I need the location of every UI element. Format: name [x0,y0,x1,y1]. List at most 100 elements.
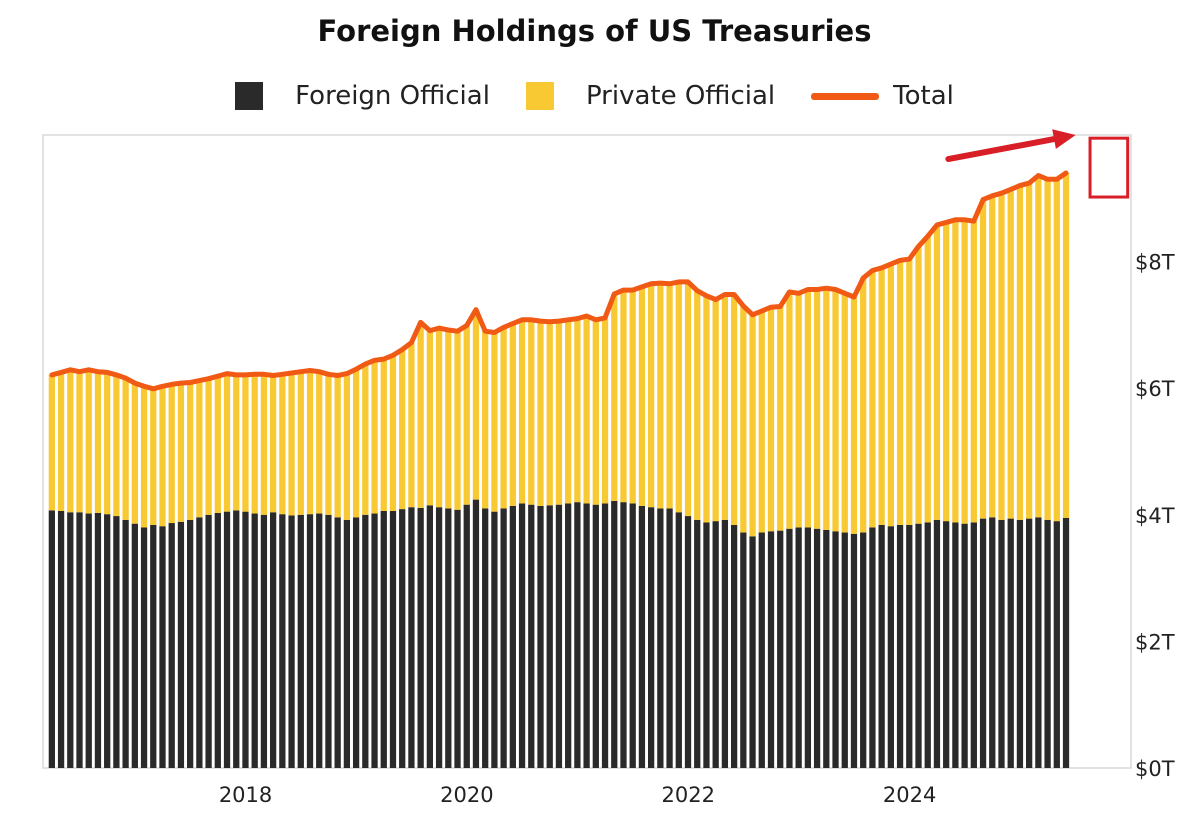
bar-foreign-official [1044,519,1051,768]
bar-private-official [721,294,729,520]
bar-foreign-official [150,524,157,768]
bar-foreign-official [491,511,498,768]
bar-foreign-official [269,512,277,768]
bar-private-official [758,310,765,533]
legend-item-private-official[interactable]: Private Official [525,81,776,111]
arrow-shaft [945,136,1058,163]
bar-foreign-official [546,505,553,768]
bar-foreign-official [943,521,950,768]
bar-private-official [638,286,646,506]
bar-private-official [878,267,885,525]
bar-foreign-official [961,523,968,768]
bar-private-official [150,388,157,525]
bar-foreign-official [989,517,996,768]
bar-private-official [76,371,83,513]
bar-foreign-official [454,509,461,768]
bar-private-official [260,374,268,515]
legend-item-foreign-official[interactable]: Foreign Official [235,81,490,111]
bar-private-official [325,374,332,515]
bar-foreign-official [463,504,470,768]
bar-foreign-official [223,511,231,768]
bar-private-official [943,222,950,522]
bar-private-official [666,283,673,509]
bar-private-official [435,328,443,508]
legend-swatch-total [811,92,880,100]
bar-foreign-official [804,527,812,768]
bar-private-official [896,260,904,525]
bar-foreign-official [850,533,858,768]
bar-private-official [657,283,664,509]
bar-private-official [417,322,424,508]
bar-foreign-official [841,532,848,768]
bar-foreign-official [94,512,102,768]
bar-foreign-official [233,510,240,768]
bar-private-official [159,386,166,527]
bar-foreign-official [998,519,1005,768]
bar-foreign-official [177,521,185,768]
bar-private-official [187,382,194,520]
bar-foreign-official [887,526,894,768]
bar-foreign-official [352,517,360,768]
bar-foreign-official [583,503,590,768]
bar-foreign-official [297,514,304,768]
legend-label-foreign-official: Foreign Official [295,81,490,111]
bar-foreign-official [371,513,378,768]
bar-foreign-official [694,519,701,768]
bar-foreign-official [675,512,682,768]
bar-foreign-official [915,523,922,768]
bar-foreign-official [76,512,83,768]
bar-foreign-official [1026,518,1033,768]
bar-private-official [952,219,959,523]
bar-foreign-official [408,507,415,768]
bar-private-official [113,374,120,517]
bar-foreign-official [832,531,839,768]
bar-foreign-official [592,504,599,768]
bar-foreign-official [242,511,249,768]
y-tick-label: $8T [1135,251,1175,275]
bar-foreign-official [979,518,987,768]
legend-swatch-foreign-official [235,82,264,110]
legend-label-private-official: Private Official [585,81,776,111]
bar-private-official [104,372,111,515]
legend: Foreign Official Private Official Total [0,76,1189,116]
bar-private-official [555,321,563,505]
bar-private-official [841,293,848,533]
bar-foreign-official [518,503,526,768]
bar-private-official [832,289,839,532]
bar-private-official [528,319,535,505]
legend-label-total: Total [893,81,954,111]
bar-foreign-official [251,513,258,768]
legend-item-total[interactable]: Total [811,81,954,111]
bar-foreign-official [878,524,885,768]
bar-private-official [343,373,351,520]
bar-foreign-official [362,514,369,768]
bar-foreign-official [113,516,120,768]
x-tick-label: 2018 [219,783,272,807]
bar-private-official [445,329,452,509]
bar-private-official [961,219,968,524]
bar-foreign-official [426,505,434,768]
bar-foreign-official [758,532,765,768]
bar-private-official [389,355,397,512]
bar-private-official [795,293,802,528]
bar-private-official [334,375,341,518]
bar-foreign-official [740,532,747,768]
bar-private-official [196,380,203,518]
bar-foreign-official [537,505,544,768]
bar-foreign-official [334,517,341,768]
bar-foreign-official [104,514,111,768]
bar-foreign-official [528,504,535,768]
bar-private-official [592,319,599,505]
bar-private-official [131,383,138,524]
bar-foreign-official [168,523,175,768]
bar-private-official [242,374,249,512]
bar-private-official [1053,179,1060,522]
bar-private-official [67,369,74,513]
bar-foreign-official [666,508,673,768]
bar-private-official [712,299,719,522]
bar-private-official [924,236,931,523]
bar-private-official [297,371,304,515]
bar-foreign-official [159,526,166,768]
bar-private-official [140,386,148,528]
